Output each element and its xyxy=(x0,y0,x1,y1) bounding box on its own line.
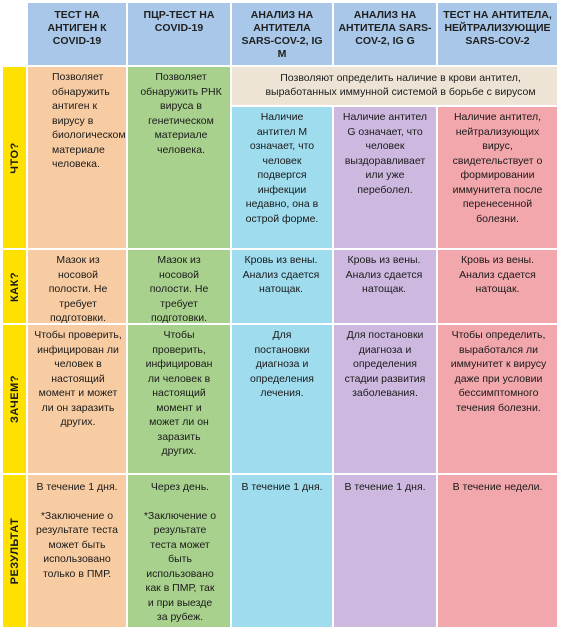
why-antigen-cell: Чтобы проверить, инфицирован ли человек … xyxy=(27,324,127,474)
why-igm-cell: Для постановки диагноза и определения ле… xyxy=(231,324,333,474)
row-label-why-text: ЗАЧЕМ? xyxy=(8,375,21,423)
result-antigen-note: *Заключение о результате теста может быт… xyxy=(35,509,118,580)
result-igm-cell: В течение 1 дня. xyxy=(231,474,333,628)
why-igg-cell: Для постановки диагноза и определения ст… xyxy=(333,324,437,474)
result-igg-cell: В течение 1 дня. xyxy=(333,474,437,628)
how-igg-cell: Кровь из вены. Анализ сдается натощак. xyxy=(333,249,437,324)
how-igm-cell: Кровь из вены. Анализ сдается натощак. xyxy=(231,249,333,324)
result-pcr-note: *Заключение о результате теста может быт… xyxy=(143,509,217,624)
corner-cell xyxy=(2,2,27,66)
how-neutral-cell: Кровь из вены. Анализ сдается натощак. xyxy=(437,249,558,324)
row-label-what-text: ЧТО? xyxy=(8,141,21,174)
result-pcr-time: Через день. xyxy=(150,481,210,493)
result-antigen-cell: В течение 1 дня. *Заключение о результат… xyxy=(27,474,127,628)
header-igm-test: АНАЛИЗ НА АНТИТЕЛА SARS-COV-2, IG M xyxy=(231,2,333,66)
what-igg-cell: Наличие антител G означает, что человек … xyxy=(333,106,437,249)
header-neutralizing-test: ТЕСТ НА АНТИТЕЛА, НЕЙТРАЛИЗУЮЩИЕ SARS-CO… xyxy=(437,2,558,66)
row-label-what: ЧТО? xyxy=(2,66,27,249)
row-label-result: РЕЗУЛЬТАТ xyxy=(2,474,27,628)
row-label-how: КАК? xyxy=(2,249,27,324)
result-neutral-cell: В течение недели. xyxy=(437,474,558,628)
what-pcr-cell: Позволяет обнаружить РНК вируса в генети… xyxy=(127,66,231,249)
why-pcr-cell: Чтобы проверить, инфицирован ли человек … xyxy=(127,324,231,474)
header-igg-test: АНАЛИЗ НА АНТИТЕЛА SARS-COV-2, IG G xyxy=(333,2,437,66)
header-pcr-test: ПЦР-ТЕСТ НА COVID-19 xyxy=(127,2,231,66)
row-label-result-text: РЕЗУЛЬТАТ xyxy=(8,517,21,585)
what-neutral-cell: Наличие антител, нейтрализующих вирус, с… xyxy=(437,106,558,249)
what-antigen-cell: Позволяет обнаружить антиген к вирусу в … xyxy=(27,66,127,249)
what-igm-cell: Наличие антител M означает, что человек … xyxy=(231,106,333,249)
how-antigen-cell: Мазок из носовой полости. Не требует под… xyxy=(27,249,127,324)
header-antigen-test: ТЕСТ НА АНТИГЕН К COVID-19 xyxy=(27,2,127,66)
what-antibodies-merged-cell: Позволяют определить наличие в крови ант… xyxy=(231,66,558,106)
row-label-how-text: КАК? xyxy=(8,271,21,302)
how-pcr-cell: Мазок из носовой полости. Не требует под… xyxy=(127,249,231,324)
result-pcr-cell: Через день. *Заключение о результате тес… xyxy=(127,474,231,628)
row-label-why: ЗАЧЕМ? xyxy=(2,324,27,474)
why-neutral-cell: Чтобы определить, выработался ли иммунит… xyxy=(437,324,558,474)
result-antigen-time: В течение 1 дня. xyxy=(36,481,118,493)
